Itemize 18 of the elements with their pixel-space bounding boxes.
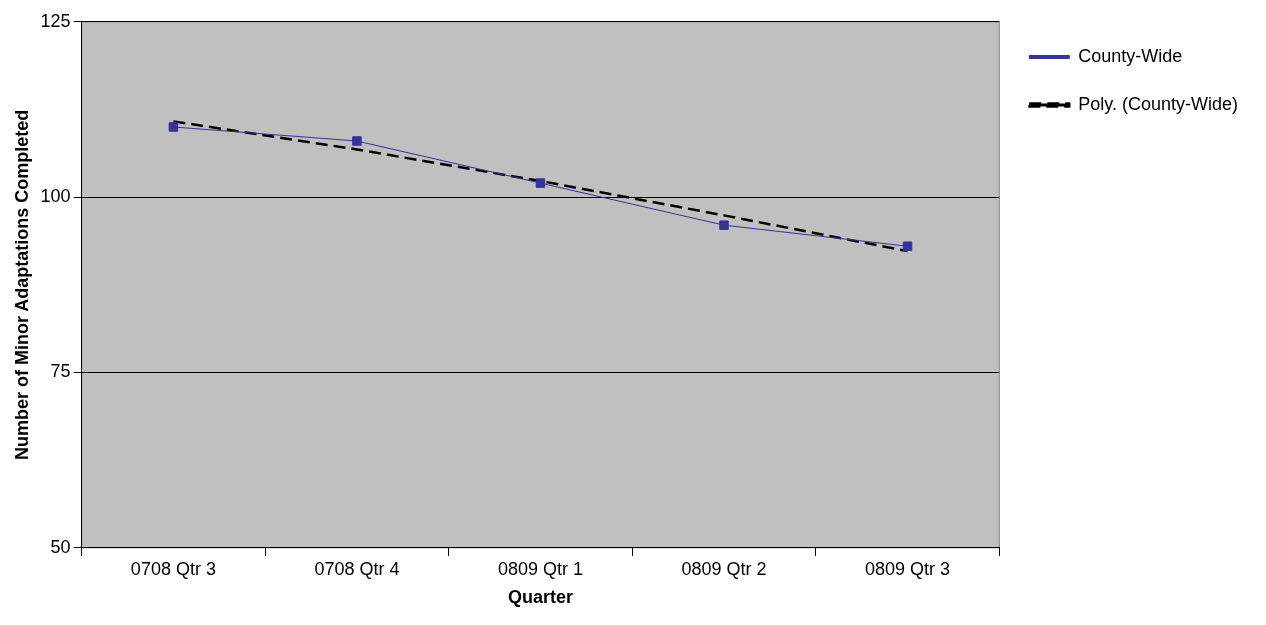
y-tick-label: 100: [40, 186, 71, 207]
x-tick-label: 0809 Qtr 1: [497, 558, 583, 579]
point: [902, 241, 913, 251]
x-tick-label: 0809 Qtr 3: [865, 558, 951, 579]
y-tick-label: 50: [50, 536, 71, 557]
point: [535, 178, 546, 188]
y-tick-label: 125: [40, 10, 71, 31]
point: [719, 220, 729, 230]
point: [168, 122, 179, 132]
x-tick-label: 0809 Qtr 2: [681, 558, 767, 579]
y-tick-label: 75: [50, 361, 71, 382]
legend-label: Poly. (County-Wide): [1078, 93, 1239, 114]
x-tick-label: 0708 Qtr 4: [314, 558, 400, 579]
y-axis-title: Number of Minor Adaptations Completed: [11, 109, 32, 460]
x-axis-title: Quarter: [507, 587, 573, 608]
x-tick-label: 0708 Qtr 3: [130, 558, 216, 579]
legend-label: County-Wide: [1078, 45, 1183, 66]
point: [352, 136, 362, 146]
